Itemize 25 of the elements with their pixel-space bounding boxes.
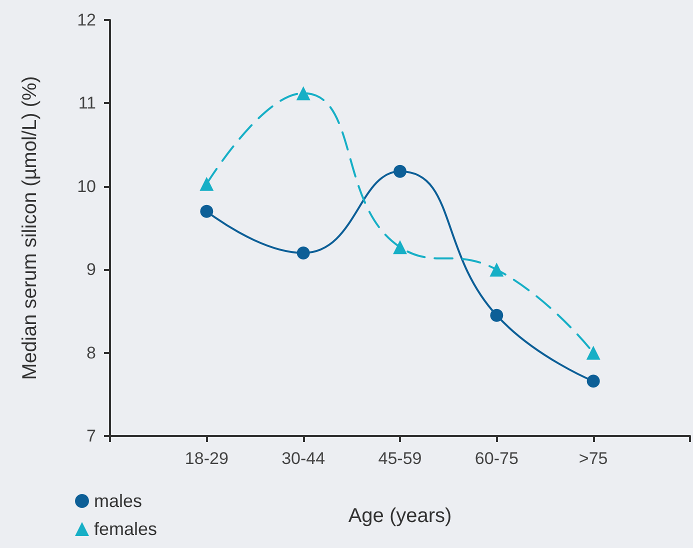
x-tick-label: 18-29 <box>184 449 228 468</box>
point <box>490 308 504 322</box>
y-tick-label: 7 <box>86 426 96 446</box>
x-axis-title: Age (years) <box>348 505 452 527</box>
y-tick-label: 10 <box>77 176 96 196</box>
y-tick-label: 9 <box>86 260 96 280</box>
point <box>200 204 214 218</box>
legend-label: females <box>94 519 158 539</box>
point <box>586 374 600 388</box>
y-tick-label: 12 <box>77 10 96 30</box>
y-tick-label: 11 <box>78 94 96 113</box>
point <box>296 246 310 260</box>
point <box>490 262 504 277</box>
x-tick-label: 45-59 <box>378 449 422 468</box>
legend-label: males <box>94 491 142 511</box>
point <box>200 176 214 191</box>
x-tick-label: 60-75 <box>474 449 518 468</box>
y-tick-label: 8 <box>86 343 96 362</box>
point <box>296 86 310 100</box>
point <box>586 346 600 360</box>
x-tick-label: 30-44 <box>282 449 326 468</box>
y-axis-title: Median serum silicon (µmol/L) (%) <box>19 76 41 380</box>
x-tick-label: >75 <box>578 449 608 468</box>
point <box>393 240 407 254</box>
point <box>394 164 406 178</box>
